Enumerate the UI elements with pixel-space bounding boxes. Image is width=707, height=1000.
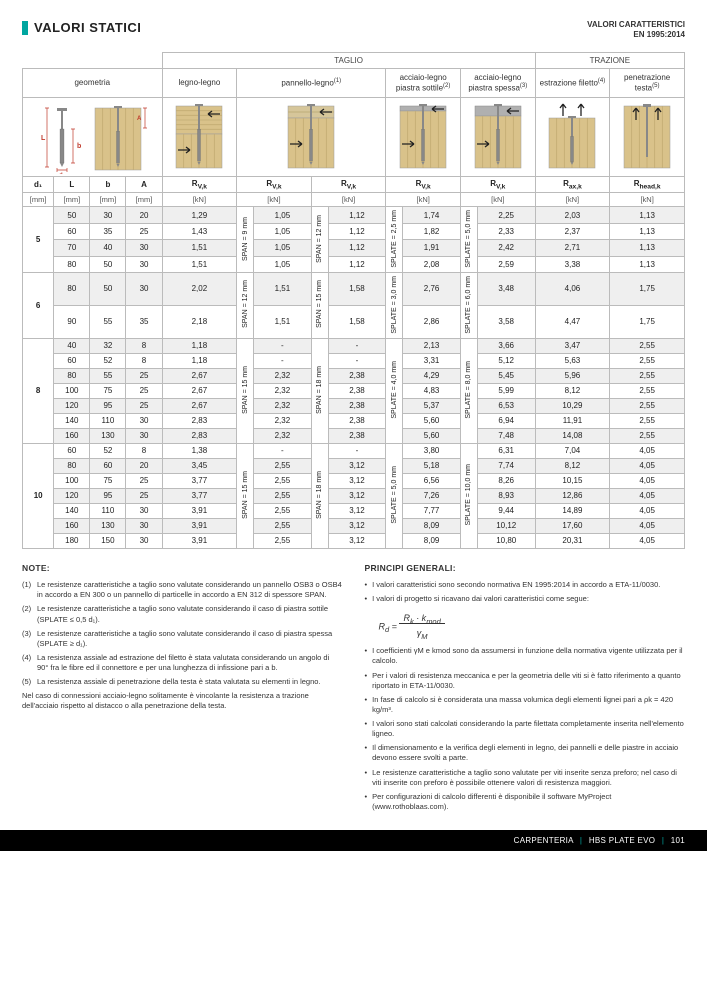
principi-item: I valori di progetto si ricavano dai val… bbox=[365, 594, 686, 604]
principi-item: I valori sono stati calcolati consideran… bbox=[365, 719, 686, 739]
diagram-acciaio-spessa bbox=[469, 100, 527, 174]
col-geometria: geometria bbox=[23, 69, 163, 98]
table-row: 10075253,772,553,126,568,2610,154,05 bbox=[23, 473, 685, 488]
table-row: 12095253,772,553,127,268,9312,864,05 bbox=[23, 488, 685, 503]
col-penetrazione: penetrazione testa(5) bbox=[610, 69, 685, 98]
principi-item: Per configurazioni di calcolo differenti… bbox=[365, 792, 686, 812]
page-header: VALORI STATICI VALORI CARATTERISTICI EN … bbox=[22, 20, 685, 40]
table-row: 8050301,511,051,122,082,593,381,13 bbox=[23, 256, 685, 272]
principi-item: Le resistenze caratteristiche a taglio s… bbox=[365, 768, 686, 788]
table-row: 68050302,02SPAN = 12 mm1,51SPAN = 15 mm1… bbox=[23, 273, 685, 306]
formula: Rd = Rk · kmodγM bbox=[379, 608, 686, 646]
principi-item: I valori caratteristici sono secondo nor… bbox=[365, 580, 686, 590]
principi-item: I coefficienti γM e kmod sono da assumer… bbox=[365, 646, 686, 666]
note-item: (1)Le resistenze caratteristiche a tagli… bbox=[22, 580, 343, 600]
group-d1: 10 bbox=[23, 443, 54, 548]
svg-text:L: L bbox=[41, 135, 46, 142]
principi-item: Per i valori di resistenza meccanica e p… bbox=[365, 671, 686, 691]
principi-item: In fase di calcolo si è considerata una … bbox=[365, 695, 686, 715]
col-legno: legno-legno bbox=[162, 69, 237, 98]
svg-text:b: b bbox=[77, 143, 81, 150]
principi-block: PRINCIPI GENERALI: I valori caratteristi… bbox=[365, 563, 686, 816]
page-subtitle: VALORI CARATTERISTICI EN 1995:2014 bbox=[587, 20, 685, 40]
note-item: (2)Le resistenze caratteristiche a tagli… bbox=[22, 604, 343, 624]
svg-text:d₁: d₁ bbox=[59, 173, 66, 174]
note-item: (3)Le resistenze caratteristiche a tagli… bbox=[22, 629, 343, 649]
table-row: 10075252,672,322,384,835,998,122,55 bbox=[23, 383, 685, 398]
diagram-estrazione bbox=[543, 100, 601, 174]
col-pannello: pannello-legno(1) bbox=[237, 69, 386, 98]
table-row: 8060203,452,553,125,187,748,124,05 bbox=[23, 458, 685, 473]
title-accent bbox=[22, 21, 28, 35]
notes-block: NOTE: (1)Le resistenze caratteristiche a… bbox=[22, 563, 343, 816]
group-d1: 5 bbox=[23, 207, 54, 273]
col-acciaio-sottile: acciaio-legno piastra sottile(2) bbox=[386, 69, 461, 98]
table-row: 55030201,29SPAN = 9 mm1,05SPAN = 12 mm1,… bbox=[23, 207, 685, 223]
table-row: 8055252,672,322,384,295,455,962,55 bbox=[23, 368, 685, 383]
col-acciaio-spessa: acciaio-legno piastra spessa(3) bbox=[460, 69, 535, 98]
diagram-acciaio-sottile bbox=[394, 100, 452, 174]
table-row: 160130302,832,322,385,607,4814,082,55 bbox=[23, 428, 685, 443]
table-row: 605281,18--3,315,125,632,55 bbox=[23, 353, 685, 368]
page-title: VALORI STATICI bbox=[34, 20, 141, 35]
svg-text:A: A bbox=[137, 116, 142, 122]
table-row: 140110302,832,322,385,606,9411,912,55 bbox=[23, 413, 685, 428]
data-table: TAGLIO TRAZIONE geometria legno-legno pa… bbox=[22, 52, 685, 549]
notes-tail: Nel caso di connessioni acciaio-legno so… bbox=[22, 691, 343, 711]
group-d1: 6 bbox=[23, 273, 54, 339]
table-row: 7040301,511,051,121,912,422,711,13 bbox=[23, 240, 685, 256]
footer-category: CARPENTERIA bbox=[514, 836, 574, 845]
notes-heading: NOTE: bbox=[22, 563, 343, 574]
note-item: (5)La resistenza assiale di penetrazione… bbox=[22, 677, 343, 687]
table-row: 140110303,912,553,127,779,4414,894,05 bbox=[23, 503, 685, 518]
note-item: (4)La resistenza assiale ad estrazione d… bbox=[22, 653, 343, 673]
table-row: 160130303,912,553,128,0910,1217,604,05 bbox=[23, 518, 685, 533]
principi-heading: PRINCIPI GENERALI: bbox=[365, 563, 686, 574]
col-estrazione: estrazione filetto(4) bbox=[535, 69, 610, 98]
table-row: 12095252,672,322,385,376,5310,292,55 bbox=[23, 398, 685, 413]
section-trazione: TRAZIONE bbox=[535, 53, 684, 69]
table-row: 180150303,912,553,128,0910,8020,314,05 bbox=[23, 533, 685, 548]
page-footer: CARPENTERIA | HBS PLATE EVO | 101 bbox=[0, 830, 707, 851]
diagram-pannello bbox=[282, 100, 340, 174]
table-row: 8403281,18SPAN = 15 mm-SPAN = 18 mm-SPLA… bbox=[23, 338, 685, 353]
table-row: 9055352,181,511,582,863,584,471,75 bbox=[23, 305, 685, 338]
table-row: 10605281,38SPAN = 15 mm-SPAN = 18 mm-SPL… bbox=[23, 443, 685, 458]
footer-page: 101 bbox=[671, 836, 685, 845]
group-d1: 8 bbox=[23, 338, 54, 443]
section-taglio: TAGLIO bbox=[162, 53, 535, 69]
footer-product: HBS PLATE EVO bbox=[589, 836, 655, 845]
diagram-legno bbox=[170, 100, 228, 174]
diagram-geometria: L b d₁ A bbox=[37, 100, 147, 174]
diagram-penetrazione bbox=[618, 100, 676, 174]
table-row: 6035251,431,051,121,822,332,371,13 bbox=[23, 223, 685, 239]
principi-item: Il dimensionamento e la verifica degli e… bbox=[365, 743, 686, 763]
